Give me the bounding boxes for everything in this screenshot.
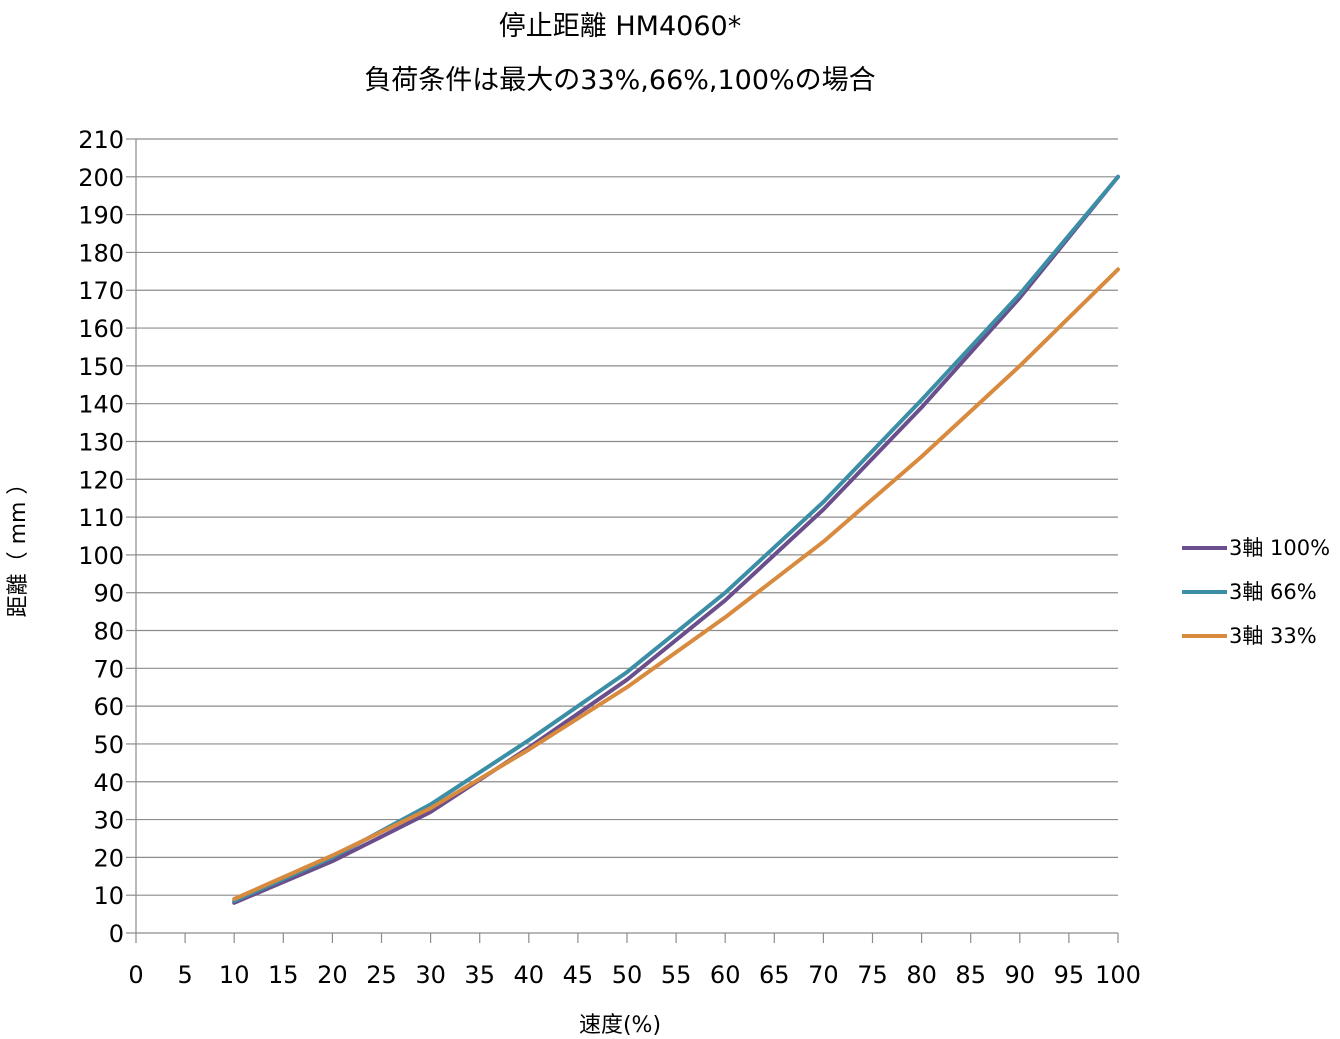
y-tick-label: 170 [78, 277, 124, 305]
y-tick-label: 190 [78, 202, 124, 230]
y-tick-label: 90 [93, 580, 124, 608]
y-tick-label: 10 [93, 882, 124, 910]
x-tick-label: 40 [514, 961, 545, 989]
x-tick-label: 45 [563, 961, 594, 989]
x-tick-label: 5 [177, 961, 192, 989]
legend-label-100: 3軸 100% [1229, 536, 1331, 560]
legend-item-100: 3軸 100% [1182, 534, 1340, 578]
x-tick-label: 90 [1005, 961, 1036, 989]
y-tick-label: 110 [78, 504, 124, 532]
legend-swatch-100 [1182, 546, 1227, 550]
y-tick-label: 0 [109, 920, 124, 948]
y-tick-label: 140 [78, 391, 124, 419]
y-tick-label: 40 [93, 769, 124, 797]
series-lines [232, 174, 1120, 905]
y-tick-label: 120 [78, 466, 124, 494]
series-line-1 [232, 174, 1120, 903]
y-tick-label: 20 [93, 844, 124, 872]
x-tick-label: 60 [710, 961, 741, 989]
y-tick-label: 180 [78, 239, 124, 267]
x-axis-label: 速度(%) [578, 1013, 662, 1038]
chart-subtitle: 負荷条件は最大の33%,66%,100%の場合 [364, 65, 876, 96]
x-tick-label: 15 [268, 961, 299, 989]
legend-label-33: 3軸 33% [1229, 624, 1317, 648]
x-tick-label: 35 [464, 961, 495, 989]
legend-item-33: 3軸 33% [1182, 622, 1340, 666]
x-tick-label: 65 [759, 961, 790, 989]
y-tick-label: 130 [78, 428, 124, 456]
x-tick-label: 0 [128, 961, 143, 989]
axes [135, 139, 1118, 934]
y-tick-label: 80 [93, 618, 124, 646]
x-tick-label: 30 [415, 961, 446, 989]
legend-swatch-33 [1182, 634, 1227, 638]
y-tick-label: 210 [78, 126, 124, 154]
y-axis-ticks: 0 10 20 30 40 50 60 70 80 90 100 110 120 130 140 150 160… [78, 126, 136, 948]
chart-title: 停止距離 HM4060* [498, 11, 742, 42]
y-tick-label: 60 [93, 693, 124, 721]
legend-swatch-66 [1182, 590, 1227, 594]
y-tick-label: 30 [93, 807, 124, 835]
legend: 3軸 100% 3軸 66% 3軸 33% [1182, 534, 1340, 666]
legend-item-66: 3軸 66% [1182, 578, 1340, 622]
y-axis-label: 距離（ mm ） [6, 472, 31, 618]
x-tick-label: 50 [612, 961, 643, 989]
x-axis-ticks: 0 5 10 15 20 25 30 35 40 45 50 55 60 65 70 75 80 85 90 95 10… [128, 933, 1141, 989]
x-tick-label: 70 [808, 961, 839, 989]
series-line-0 [232, 174, 1120, 905]
y-tick-label: 160 [78, 315, 124, 343]
x-tick-label: 25 [366, 961, 397, 989]
x-tick-label: 20 [317, 961, 348, 989]
y-tick-label: 200 [78, 164, 124, 192]
x-tick-label: 75 [857, 961, 888, 989]
gridlines [136, 138, 1118, 896]
legend-label-66: 3軸 66% [1229, 580, 1317, 604]
x-tick-label: 80 [906, 961, 937, 989]
x-tick-label: 85 [955, 961, 986, 989]
y-tick-label: 50 [93, 731, 124, 759]
y-tick-label: 100 [78, 542, 124, 570]
x-tick-label: 100 [1095, 961, 1141, 989]
y-tick-label: 150 [78, 353, 124, 381]
x-tick-label: 10 [219, 961, 250, 989]
series-line-2 [232, 267, 1120, 901]
x-tick-label: 55 [661, 961, 692, 989]
y-tick-label: 70 [93, 655, 124, 683]
x-tick-label: 95 [1054, 961, 1085, 989]
